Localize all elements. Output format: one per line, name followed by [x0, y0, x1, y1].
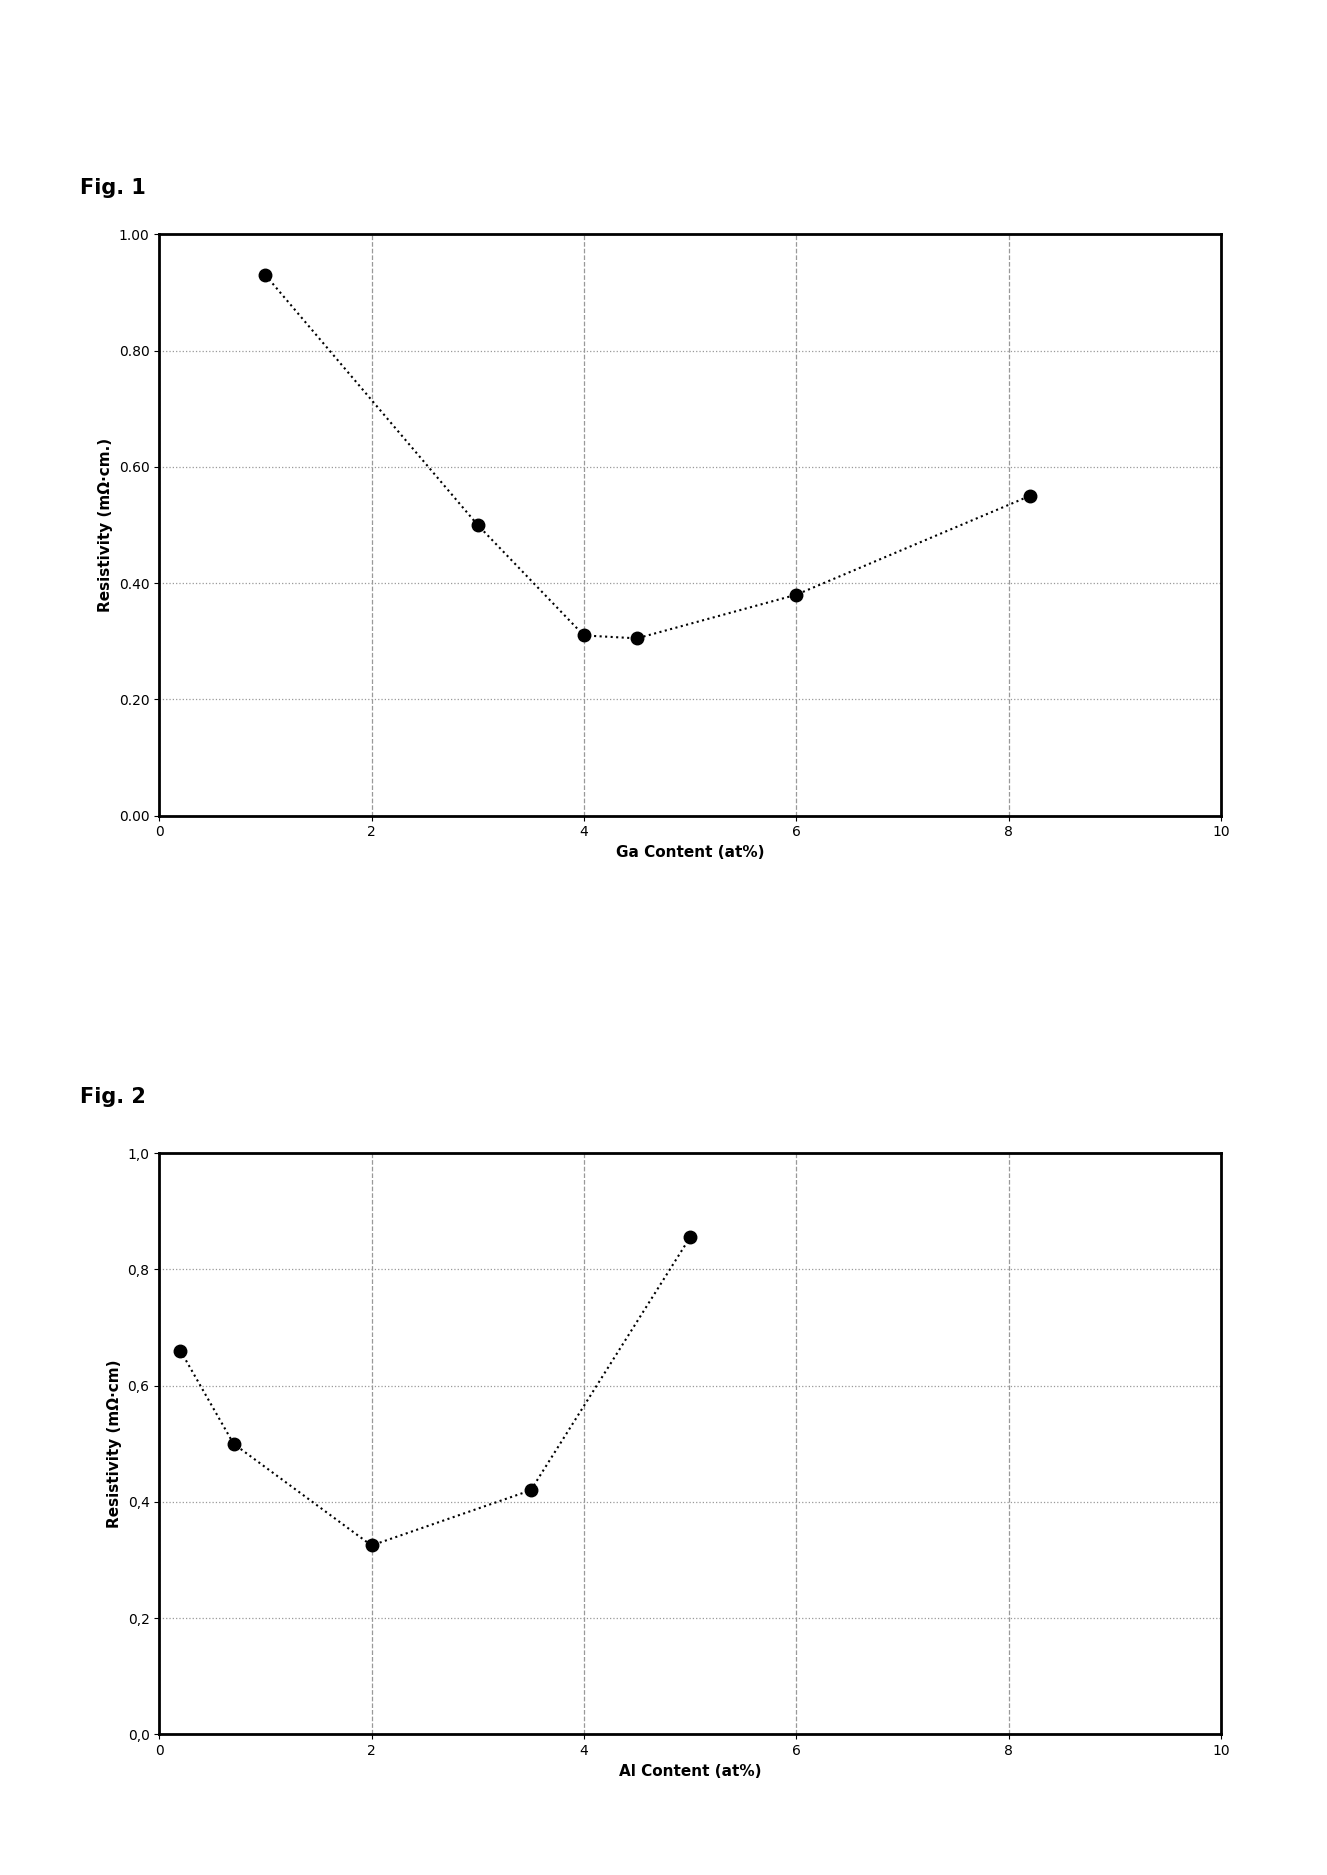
- Point: [786, 579, 807, 609]
- Y-axis label: Resistivity (mΩ·cm.): Resistivity (mΩ·cm.): [98, 439, 113, 611]
- Point: [679, 1222, 701, 1252]
- Point: [626, 622, 648, 652]
- Point: [255, 261, 276, 291]
- X-axis label: Al Content (at%): Al Content (at%): [618, 1764, 762, 1779]
- X-axis label: Ga Content (at%): Ga Content (at%): [616, 846, 764, 861]
- Point: [467, 510, 488, 540]
- Point: [361, 1530, 382, 1560]
- Point: [223, 1429, 244, 1459]
- Point: [1019, 480, 1040, 510]
- Y-axis label: Resistivity (mΩ·cm): Resistivity (mΩ·cm): [107, 1359, 122, 1528]
- Text: Fig. 1: Fig. 1: [80, 178, 146, 197]
- Point: [170, 1335, 191, 1365]
- Point: [573, 621, 594, 651]
- Text: Fig. 2: Fig. 2: [80, 1088, 146, 1106]
- Point: [520, 1476, 541, 1506]
